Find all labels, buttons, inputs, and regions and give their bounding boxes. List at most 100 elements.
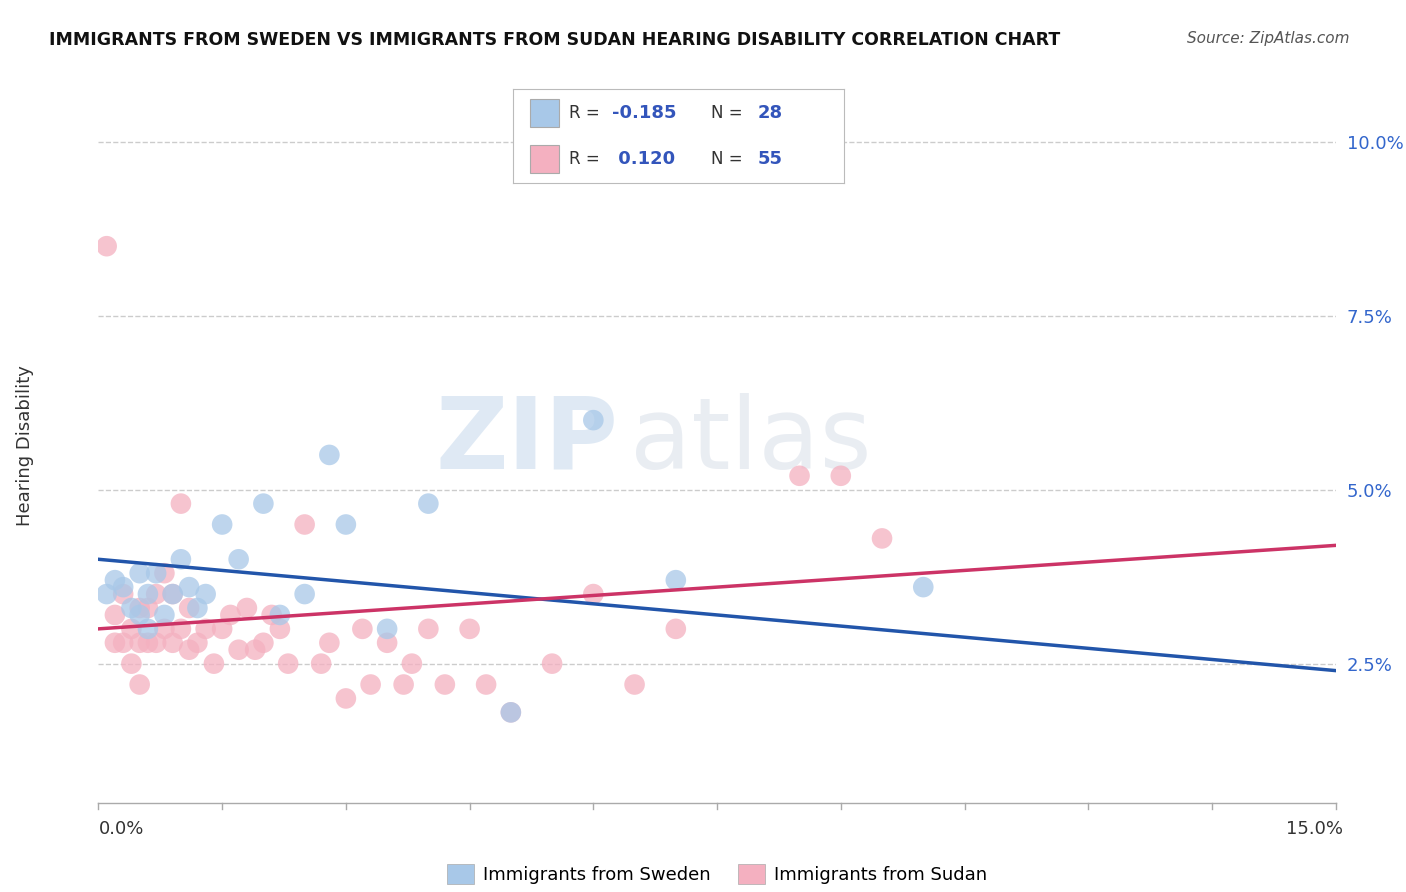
- Point: [219, 607, 242, 622]
- Point: [112, 587, 135, 601]
- Point: [541, 657, 564, 671]
- Point: [499, 706, 522, 720]
- Point: [294, 517, 316, 532]
- Point: [179, 642, 201, 657]
- Point: [194, 587, 217, 601]
- Point: [186, 601, 208, 615]
- Point: [830, 468, 852, 483]
- Text: 0.0%: 0.0%: [98, 820, 143, 838]
- Point: [145, 566, 167, 581]
- Point: [433, 677, 456, 691]
- Point: [128, 607, 150, 622]
- Point: [120, 601, 142, 615]
- Point: [153, 566, 176, 581]
- Point: [104, 636, 127, 650]
- Point: [912, 580, 935, 594]
- Point: [104, 607, 127, 622]
- Point: [335, 691, 357, 706]
- Point: [352, 622, 374, 636]
- Text: R =: R =: [569, 151, 606, 169]
- FancyBboxPatch shape: [530, 145, 560, 173]
- Point: [582, 587, 605, 601]
- Point: [128, 566, 150, 581]
- FancyBboxPatch shape: [530, 98, 560, 127]
- Point: [401, 657, 423, 671]
- Point: [162, 587, 184, 601]
- Point: [269, 607, 291, 622]
- Text: Source: ZipAtlas.com: Source: ZipAtlas.com: [1187, 31, 1350, 46]
- Text: IMMIGRANTS FROM SWEDEN VS IMMIGRANTS FROM SUDAN HEARING DISABILITY CORRELATION C: IMMIGRANTS FROM SWEDEN VS IMMIGRANTS FRO…: [49, 31, 1060, 49]
- Text: 55: 55: [758, 151, 783, 169]
- Text: 0.120: 0.120: [613, 151, 675, 169]
- Point: [96, 587, 118, 601]
- Point: [375, 636, 398, 650]
- Point: [418, 622, 440, 636]
- Point: [202, 657, 225, 671]
- Point: [170, 497, 193, 511]
- Point: [870, 532, 893, 546]
- Point: [582, 413, 605, 427]
- Text: atlas: atlas: [630, 392, 872, 490]
- Point: [153, 607, 176, 622]
- Point: [170, 622, 193, 636]
- Point: [318, 636, 340, 650]
- Point: [179, 580, 201, 594]
- Point: [211, 517, 233, 532]
- Point: [128, 636, 150, 650]
- Point: [145, 636, 167, 650]
- Point: [112, 580, 135, 594]
- Point: [252, 497, 274, 511]
- Point: [136, 622, 159, 636]
- Point: [136, 587, 159, 601]
- Point: [335, 517, 357, 532]
- Text: ZIP: ZIP: [436, 392, 619, 490]
- Point: [136, 636, 159, 650]
- Point: [277, 657, 299, 671]
- Text: R =: R =: [569, 103, 606, 121]
- Point: [252, 636, 274, 650]
- Text: N =: N =: [711, 103, 748, 121]
- Point: [392, 677, 415, 691]
- Point: [186, 636, 208, 650]
- Point: [475, 677, 498, 691]
- Point: [120, 657, 142, 671]
- Point: [145, 587, 167, 601]
- Point: [194, 622, 217, 636]
- Text: 28: 28: [758, 103, 783, 121]
- Point: [499, 706, 522, 720]
- Point: [623, 677, 645, 691]
- Point: [294, 587, 316, 601]
- Point: [104, 573, 127, 587]
- Point: [269, 622, 291, 636]
- Text: -0.185: -0.185: [613, 103, 676, 121]
- Point: [458, 622, 481, 636]
- Text: Hearing Disability: Hearing Disability: [17, 366, 34, 526]
- Point: [162, 587, 184, 601]
- Point: [375, 622, 398, 636]
- Point: [665, 622, 688, 636]
- Point: [211, 622, 233, 636]
- Point: [96, 239, 118, 253]
- Point: [170, 552, 193, 566]
- Point: [128, 601, 150, 615]
- Point: [228, 642, 250, 657]
- Point: [136, 601, 159, 615]
- Point: [228, 552, 250, 566]
- Text: 15.0%: 15.0%: [1285, 820, 1343, 838]
- Point: [318, 448, 340, 462]
- Point: [789, 468, 811, 483]
- Point: [179, 601, 201, 615]
- Point: [260, 607, 283, 622]
- Point: [360, 677, 382, 691]
- Point: [665, 573, 688, 587]
- Point: [112, 636, 135, 650]
- Point: [243, 642, 266, 657]
- Point: [418, 497, 440, 511]
- Point: [162, 636, 184, 650]
- Legend: Immigrants from Sweden, Immigrants from Sudan: Immigrants from Sweden, Immigrants from …: [440, 857, 994, 891]
- Point: [128, 677, 150, 691]
- Point: [153, 622, 176, 636]
- Point: [309, 657, 332, 671]
- Point: [120, 622, 142, 636]
- Point: [236, 601, 259, 615]
